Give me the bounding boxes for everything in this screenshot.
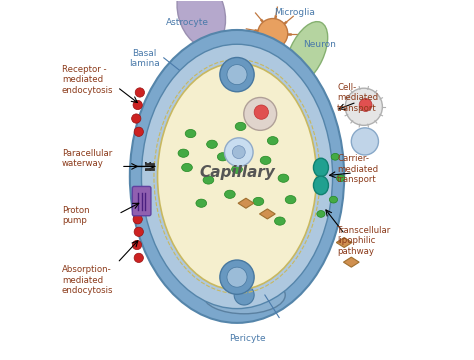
Ellipse shape (274, 217, 285, 225)
Text: Transcellular
lipophilic
pathway: Transcellular lipophilic pathway (337, 226, 391, 256)
Ellipse shape (285, 195, 296, 204)
Circle shape (133, 100, 142, 110)
Ellipse shape (313, 158, 328, 177)
Text: Astrocyte: Astrocyte (165, 18, 209, 27)
Circle shape (227, 267, 247, 287)
Ellipse shape (232, 165, 242, 174)
Circle shape (227, 64, 247, 85)
Ellipse shape (278, 174, 289, 182)
Circle shape (258, 18, 288, 49)
Ellipse shape (260, 156, 271, 165)
Ellipse shape (207, 140, 218, 148)
Polygon shape (259, 209, 275, 219)
Text: Capillary: Capillary (199, 165, 275, 180)
Circle shape (345, 88, 383, 125)
Text: Paracellular
waterway: Paracellular waterway (62, 149, 112, 168)
Ellipse shape (267, 136, 278, 145)
Circle shape (225, 138, 253, 166)
Circle shape (232, 146, 245, 158)
Ellipse shape (130, 30, 344, 323)
Ellipse shape (203, 176, 214, 184)
Ellipse shape (225, 190, 235, 198)
Circle shape (298, 80, 305, 87)
Ellipse shape (253, 197, 264, 206)
Ellipse shape (177, 0, 226, 47)
Ellipse shape (286, 22, 328, 85)
Ellipse shape (218, 153, 228, 161)
Circle shape (359, 99, 372, 111)
FancyBboxPatch shape (132, 186, 151, 216)
Ellipse shape (185, 130, 196, 138)
Circle shape (244, 98, 277, 130)
Ellipse shape (157, 63, 317, 290)
Ellipse shape (329, 196, 337, 203)
Circle shape (305, 69, 312, 76)
Text: Basal
lamina: Basal lamina (129, 49, 159, 68)
Circle shape (134, 227, 144, 237)
Text: Cell-
mediated
transport: Cell- mediated transport (337, 83, 378, 113)
Text: Carrier-
mediated
transport: Carrier- mediated transport (337, 154, 378, 184)
Circle shape (134, 127, 144, 136)
Ellipse shape (178, 149, 189, 157)
Text: Absorption-
mediated
endocytosis: Absorption- mediated endocytosis (62, 265, 113, 295)
Circle shape (309, 87, 316, 94)
Text: Receptor -
mediated
endocytosis: Receptor - mediated endocytosis (62, 65, 113, 95)
Circle shape (220, 58, 254, 92)
Polygon shape (337, 238, 352, 248)
Circle shape (133, 215, 142, 224)
Ellipse shape (203, 276, 285, 314)
Ellipse shape (182, 163, 192, 172)
Circle shape (351, 128, 378, 155)
Circle shape (135, 88, 145, 97)
Circle shape (234, 285, 254, 305)
Text: Microglia: Microglia (273, 8, 315, 17)
Polygon shape (344, 257, 359, 267)
Ellipse shape (313, 176, 328, 195)
Circle shape (294, 62, 301, 69)
Ellipse shape (189, 41, 225, 73)
Polygon shape (238, 198, 254, 208)
Ellipse shape (337, 175, 345, 181)
Text: Neuron: Neuron (303, 40, 336, 49)
Ellipse shape (141, 44, 333, 309)
Ellipse shape (235, 122, 246, 131)
Circle shape (220, 260, 254, 294)
Ellipse shape (196, 199, 207, 207)
Circle shape (132, 114, 141, 123)
Circle shape (134, 253, 144, 262)
Circle shape (132, 240, 142, 249)
Ellipse shape (317, 211, 325, 217)
Text: Proton
pump: Proton pump (62, 206, 90, 225)
Text: Pericyte: Pericyte (229, 334, 266, 343)
Ellipse shape (331, 153, 339, 160)
Circle shape (254, 105, 268, 119)
